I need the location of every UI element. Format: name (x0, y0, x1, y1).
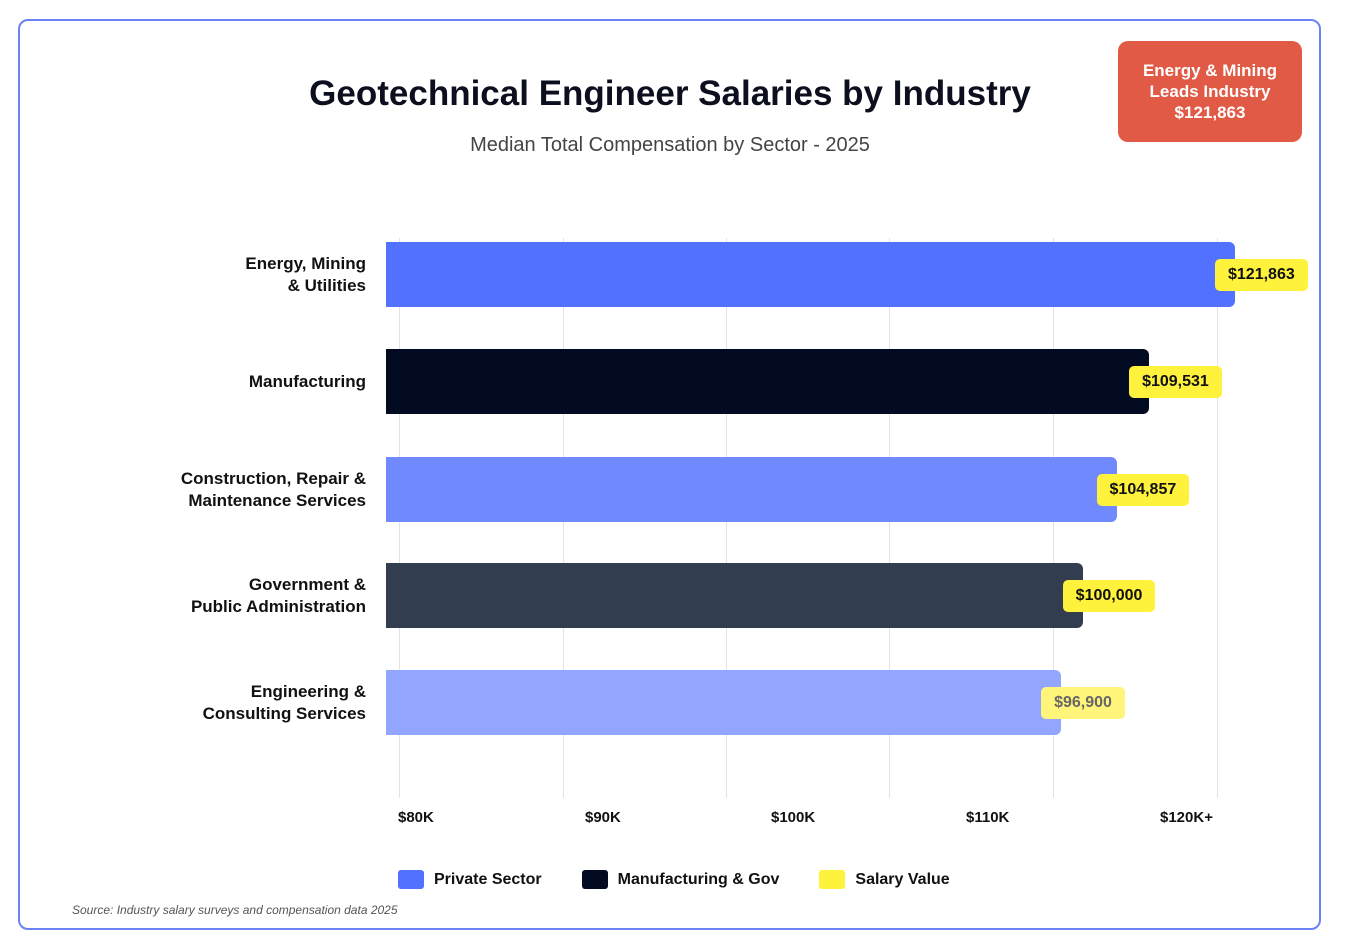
value-label: $104,857 (1096, 474, 1190, 506)
category-label: Government & Public Administration (190, 575, 366, 616)
category-label: Construction, Repair & Maintenance Servic… (180, 469, 366, 510)
legend: Private Sector Manufacturing & Gov Salar… (398, 870, 990, 889)
bar (386, 563, 1083, 628)
legend-item-salary-value: Salary Value (819, 870, 950, 889)
bar (386, 349, 1150, 414)
category-label: Manufacturing (248, 372, 366, 391)
value-label: $96,900 (1041, 687, 1125, 719)
legend-swatch (581, 870, 608, 889)
x-tick-label: $110K (966, 809, 1010, 826)
legend-swatch (819, 870, 846, 889)
bar (386, 242, 1235, 307)
x-tick-label: $80K (398, 809, 434, 826)
x-tick-label: $90K (585, 809, 621, 826)
legend-item-manufacturing-gov: Manufacturing & Gov (581, 870, 780, 889)
value-label: $109,531 (1129, 366, 1222, 398)
chart-title: Geotechnical Engineer Salaries by Indust… (309, 74, 1031, 113)
callout-line: $121,863 (1174, 103, 1246, 122)
gridline (1217, 238, 1218, 798)
bar (386, 457, 1117, 522)
callout-badge: Energy & Mining Leads Industry $121,863 (1118, 41, 1302, 142)
callout-line: Energy & Mining (1142, 61, 1278, 80)
chart-subtitle: Median Total Compensation by Sector - 20… (470, 134, 870, 156)
x-tick-label: $100K (771, 809, 816, 826)
chart-card (18, 19, 1321, 930)
legend-swatch (398, 870, 424, 889)
source-note: Source: Industry salary surveys and comp… (72, 903, 398, 917)
x-tick-label: $120K+ (1160, 809, 1213, 826)
bar (386, 670, 1062, 735)
value-label: $121,863 (1215, 259, 1308, 291)
legend-label: Private Sector (434, 870, 542, 888)
category-label: Engineering & Consulting Services (202, 682, 366, 723)
category-label: Energy, Mining & Utilities (245, 254, 366, 295)
legend-item-private-sector: Private Sector (398, 870, 542, 889)
legend-label: Manufacturing & Gov (617, 870, 780, 888)
callout-line: Leads Industry (1149, 82, 1271, 101)
value-label: $100,000 (1062, 580, 1156, 612)
legend-label: Salary Value (855, 870, 950, 888)
